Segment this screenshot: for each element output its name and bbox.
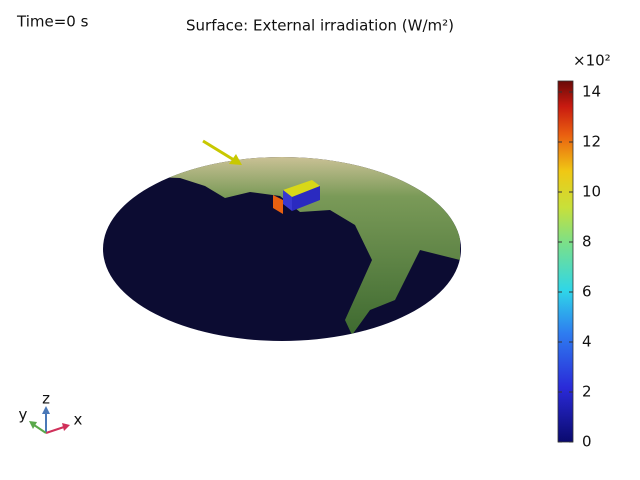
earth-surface <box>103 157 461 341</box>
colorbar-tick-label: 2 <box>582 383 592 401</box>
colorbar-tick-label: 4 <box>582 333 592 351</box>
colorbar-tick-label: 8 <box>582 233 592 251</box>
colorbar-tick-label: 6 <box>582 283 592 301</box>
colorbar-tick-label: 14 <box>582 83 601 101</box>
colorbar <box>557 80 574 443</box>
colorbar-tick-label: 12 <box>582 133 601 151</box>
colorbar-label: ×10² <box>573 52 611 70</box>
chart-title: Surface: External irradiation (W/m²) <box>186 17 454 35</box>
axis-label-z: z <box>42 390 50 408</box>
axis-triad <box>29 406 70 434</box>
satellite <box>273 180 320 214</box>
time-label: Time=0 s <box>16 13 89 31</box>
axis-label-y: y <box>19 406 28 424</box>
colorbar-tick-label: 10 <box>582 183 601 201</box>
colorbar-tick-label: 0 <box>582 433 592 451</box>
sun-direction-arrow <box>202 139 242 165</box>
axis-label-x: x <box>74 411 83 429</box>
